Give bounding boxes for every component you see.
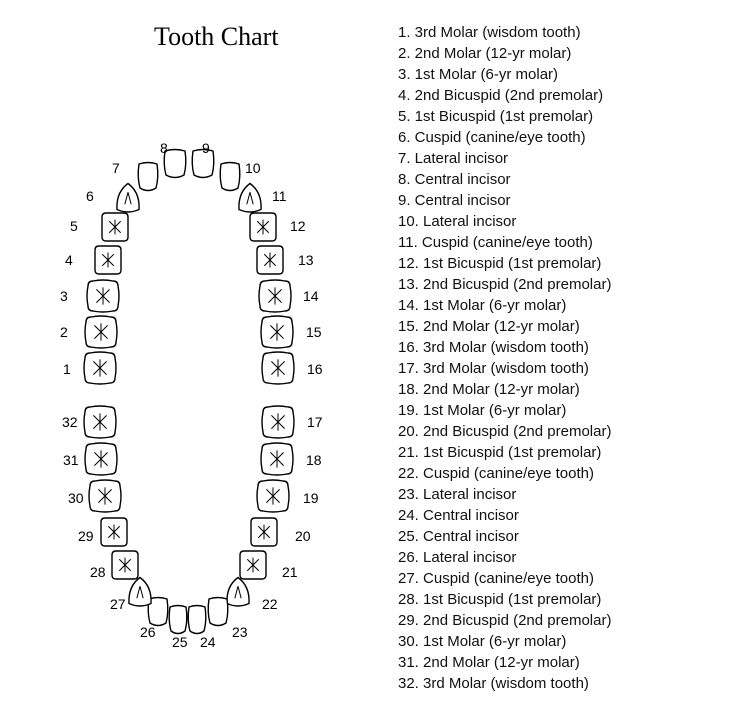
- tooth-number-32: 32: [62, 414, 78, 430]
- tooth-22: [227, 578, 249, 607]
- legend-item-14: 14. 1st Molar (6-yr molar): [398, 295, 611, 316]
- legend-item-4: 4. 2nd Bicuspid (2nd premolar): [398, 85, 611, 106]
- legend-item-3: 3. 1st Molar (6-yr molar): [398, 64, 611, 85]
- tooth-15: [261, 316, 293, 348]
- tooth-number-23: 23: [232, 624, 248, 640]
- tooth-19: [257, 480, 289, 512]
- legend-item-5: 5. 1st Bicuspid (1st premolar): [398, 106, 611, 127]
- legend-item-6: 6. Cuspid (canine/eye tooth): [398, 127, 611, 148]
- tooth-number-10: 10: [245, 160, 261, 176]
- tooth-25: [169, 606, 187, 634]
- tooth-number-21: 21: [282, 564, 298, 580]
- tooth-diagram: [0, 0, 380, 700]
- tooth-number-7: 7: [112, 160, 120, 176]
- legend-item-18: 18. 2nd Molar (12-yr molar): [398, 379, 611, 400]
- tooth-number-27: 27: [110, 596, 126, 612]
- tooth-number-29: 29: [78, 528, 94, 544]
- legend-item-12: 12. 1st Bicuspid (1st premolar): [398, 253, 611, 274]
- tooth-legend: 1. 3rd Molar (wisdom tooth)2. 2nd Molar …: [398, 22, 611, 694]
- tooth-21: [240, 551, 266, 579]
- tooth-4: [95, 246, 121, 274]
- legend-item-11: 11. Cuspid (canine/eye tooth): [398, 232, 611, 253]
- tooth-3: [87, 280, 119, 312]
- tooth-10: [220, 163, 240, 191]
- legend-item-25: 25. Central incisor: [398, 526, 611, 547]
- tooth-number-30: 30: [68, 490, 84, 506]
- legend-item-15: 15. 2nd Molar (12-yr molar): [398, 316, 611, 337]
- tooth-number-8: 8: [160, 140, 168, 156]
- legend-item-31: 31. 2nd Molar (12-yr molar): [398, 652, 611, 673]
- legend-item-24: 24. Central incisor: [398, 505, 611, 526]
- legend-item-22: 22. Cuspid (canine/eye tooth): [398, 463, 611, 484]
- tooth-1: [84, 352, 116, 384]
- tooth-number-1: 1: [63, 361, 71, 377]
- tooth-number-31: 31: [63, 452, 79, 468]
- legend-item-2: 2. 2nd Molar (12-yr molar): [398, 43, 611, 64]
- legend-item-30: 30. 1st Molar (6-yr molar): [398, 631, 611, 652]
- legend-item-10: 10. Lateral incisor: [398, 211, 611, 232]
- tooth-number-18: 18: [306, 452, 322, 468]
- tooth-12: [250, 213, 276, 241]
- tooth-11: [239, 184, 261, 213]
- tooth-2: [85, 316, 117, 348]
- tooth-number-6: 6: [86, 188, 94, 204]
- legend-item-23: 23. Lateral incisor: [398, 484, 611, 505]
- tooth-18: [261, 443, 293, 475]
- tooth-number-16: 16: [307, 361, 323, 377]
- legend-item-32: 32. 3rd Molar (wisdom tooth): [398, 673, 611, 694]
- tooth-number-17: 17: [307, 414, 323, 430]
- tooth-5: [102, 213, 128, 241]
- tooth-number-19: 19: [303, 490, 319, 506]
- tooth-29: [101, 518, 127, 546]
- tooth-13: [257, 246, 283, 274]
- tooth-17: [262, 406, 294, 438]
- tooth-number-28: 28: [90, 564, 106, 580]
- tooth-number-26: 26: [140, 624, 156, 640]
- tooth-number-25: 25: [172, 634, 188, 650]
- tooth-20: [251, 518, 277, 546]
- tooth-23: [208, 598, 228, 626]
- tooth-6: [117, 184, 139, 213]
- legend-item-29: 29. 2nd Bicuspid (2nd premolar): [398, 610, 611, 631]
- tooth-number-24: 24: [200, 634, 216, 650]
- tooth-number-11: 11: [272, 188, 287, 204]
- legend-item-27: 27. Cuspid (canine/eye tooth): [398, 568, 611, 589]
- tooth-number-14: 14: [303, 288, 319, 304]
- legend-item-26: 26. Lateral incisor: [398, 547, 611, 568]
- tooth-28: [112, 551, 138, 579]
- tooth-number-4: 4: [65, 252, 73, 268]
- legend-item-7: 7. Lateral incisor: [398, 148, 611, 169]
- tooth-31: [85, 443, 117, 475]
- legend-item-20: 20. 2nd Bicuspid (2nd premolar): [398, 421, 611, 442]
- tooth-16: [262, 352, 294, 384]
- tooth-number-13: 13: [298, 252, 314, 268]
- tooth-number-20: 20: [295, 528, 311, 544]
- legend-item-16: 16. 3rd Molar (wisdom tooth): [398, 337, 611, 358]
- tooth-14: [259, 280, 291, 312]
- tooth-number-12: 12: [290, 218, 306, 234]
- tooth-number-15: 15: [306, 324, 322, 340]
- tooth-number-5: 5: [70, 218, 78, 234]
- legend-item-28: 28. 1st Bicuspid (1st premolar): [398, 589, 611, 610]
- legend-item-17: 17. 3rd Molar (wisdom tooth): [398, 358, 611, 379]
- tooth-number-9: 9: [202, 140, 210, 156]
- legend-item-9: 9. Central incisor: [398, 190, 611, 211]
- legend-item-1: 1. 3rd Molar (wisdom tooth): [398, 22, 611, 43]
- legend-item-13: 13. 2nd Bicuspid (2nd premolar): [398, 274, 611, 295]
- legend-item-19: 19. 1st Molar (6-yr molar): [398, 400, 611, 421]
- tooth-27: [129, 578, 151, 607]
- tooth-30: [89, 480, 121, 512]
- legend-item-8: 8. Central incisor: [398, 169, 611, 190]
- tooth-number-2: 2: [60, 324, 68, 340]
- tooth-number-3: 3: [60, 288, 68, 304]
- tooth-32: [84, 406, 116, 438]
- tooth-7: [138, 163, 158, 191]
- tooth-24: [188, 606, 206, 634]
- tooth-number-22: 22: [262, 596, 278, 612]
- legend-item-21: 21. 1st Bicuspid (1st premolar): [398, 442, 611, 463]
